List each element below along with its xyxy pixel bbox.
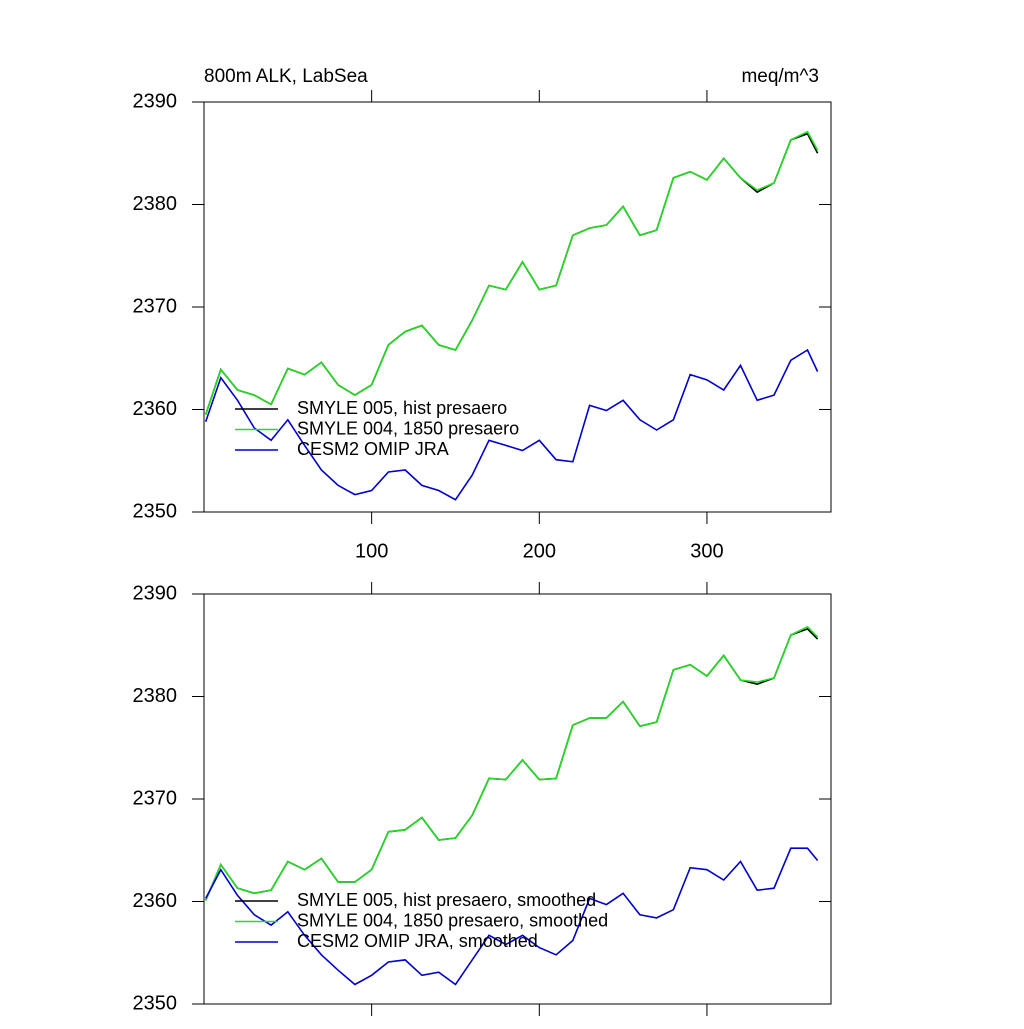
data-line	[204, 348, 819, 501]
data-line	[204, 847, 819, 986]
y-tick-label: 2360	[133, 890, 178, 912]
legend-label: SMYLE 004, 1850 presaero	[297, 418, 519, 438]
data-line	[204, 130, 819, 415]
x-tick-label: 100	[355, 540, 388, 562]
y-tick-label: 2350	[133, 992, 178, 1014]
data-line	[204, 625, 819, 901]
y-tick-label: 2390	[133, 90, 178, 112]
units-label: meq/m^3	[741, 66, 819, 87]
y-tick-label: 2380	[133, 685, 178, 707]
legend-label: SMYLE 004, 1850 presaero, smoothed	[297, 910, 608, 930]
y-tick-label: 2390	[133, 582, 178, 604]
x-tick-label: 300	[690, 540, 723, 562]
x-tick-label: 200	[523, 540, 556, 562]
legend-label: CESM2 OMIP JRA, smoothed	[297, 931, 538, 951]
legend-label: SMYLE 005, hist presaero, smoothed	[297, 890, 596, 910]
y-tick-label: 2350	[133, 500, 178, 522]
y-tick-label: 2360	[133, 398, 178, 420]
data-line	[204, 627, 819, 901]
chart-title: 800m ALK, LabSea	[204, 66, 368, 87]
y-tick-label: 2370	[133, 295, 178, 317]
y-tick-label: 2380	[133, 193, 178, 215]
y-tick-label: 2370	[133, 787, 178, 809]
legend-label: CESM2 OMIP JRA	[297, 439, 449, 459]
legend-label: SMYLE 005, hist presaero	[297, 398, 507, 418]
